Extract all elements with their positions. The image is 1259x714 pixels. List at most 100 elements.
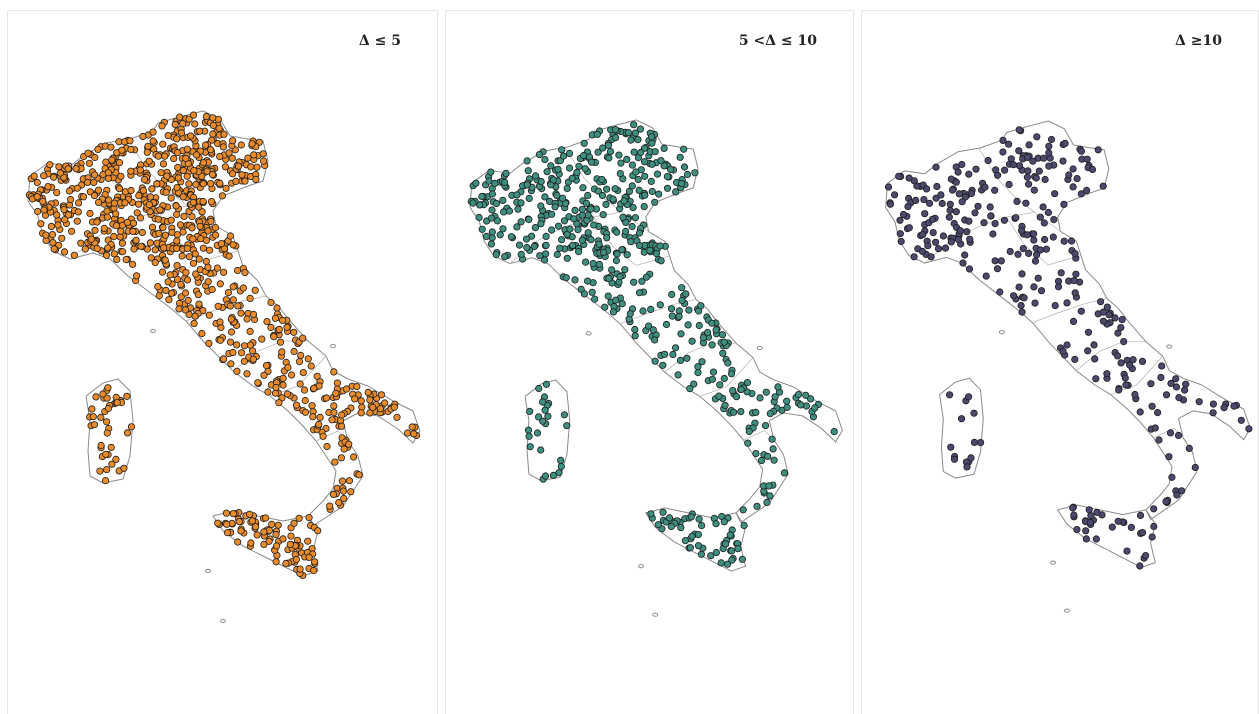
- station-dot: [177, 129, 186, 137]
- station-dot: [133, 209, 141, 217]
- station-dot: [1001, 166, 1009, 174]
- station-dot: [301, 396, 309, 405]
- station-dot: [149, 137, 157, 145]
- station-dot: [557, 456, 565, 464]
- station-dot: [1092, 375, 1100, 383]
- station-dot: [727, 547, 736, 555]
- station-dot: [933, 182, 941, 191]
- station-dot: [543, 168, 551, 176]
- station-dot: [623, 155, 631, 163]
- station-dot: [627, 136, 635, 144]
- station-dot: [647, 305, 655, 313]
- station-dot: [715, 392, 723, 400]
- station-dot: [1138, 528, 1147, 537]
- station-dot: [202, 257, 210, 265]
- station-dot: [314, 527, 322, 535]
- station-dot: [588, 158, 596, 166]
- station-dot: [225, 252, 233, 260]
- station-dot: [609, 308, 618, 316]
- station-dot: [910, 253, 918, 261]
- station-dot: [253, 163, 261, 171]
- station-dot: [1063, 299, 1071, 307]
- station-dot: [117, 227, 125, 235]
- station-dot: [177, 280, 185, 288]
- station-dot: [366, 409, 374, 417]
- station-dot: [537, 202, 545, 210]
- station-dot: [248, 140, 256, 148]
- station-dot: [695, 321, 703, 330]
- station-dot: [127, 167, 135, 175]
- station-dot: [123, 429, 132, 437]
- station-dot: [558, 236, 566, 244]
- station-dot: [196, 127, 204, 135]
- station-dot: [578, 205, 586, 213]
- station-dot: [642, 273, 650, 281]
- station-dot: [575, 162, 583, 170]
- station-dot: [1151, 424, 1159, 432]
- station-dot: [104, 404, 113, 413]
- station-dot: [195, 203, 203, 211]
- station-dot: [110, 250, 118, 258]
- station-dot: [191, 120, 199, 128]
- station-dot: [589, 260, 597, 268]
- station-dot: [172, 202, 180, 210]
- station-dot: [581, 165, 589, 173]
- island-outline: [1063, 608, 1070, 613]
- station-dot: [216, 179, 224, 187]
- station-dot: [629, 204, 637, 212]
- station-dot: [91, 171, 99, 179]
- station-dot: [30, 172, 38, 180]
- station-dot: [896, 216, 904, 224]
- station-dot: [180, 212, 188, 220]
- station-dot: [612, 134, 620, 142]
- station-dot: [712, 548, 720, 557]
- station-dot: [170, 155, 178, 163]
- station-dot: [1000, 216, 1008, 224]
- station-dot: [278, 316, 287, 324]
- station-dot: [724, 359, 732, 367]
- station-dot: [243, 370, 251, 378]
- station-dot: [90, 178, 98, 186]
- station-dot: [204, 278, 212, 286]
- station-dot: [952, 208, 960, 216]
- station-dot: [155, 229, 163, 237]
- station-dot: [587, 205, 595, 213]
- station-dot: [1122, 381, 1130, 389]
- station-dot: [271, 314, 279, 322]
- station-dot: [192, 181, 200, 189]
- station-dot: [952, 178, 960, 186]
- station-dot: [912, 196, 920, 204]
- station-dot: [211, 224, 219, 232]
- station-dot: [523, 181, 531, 189]
- station-dot: [133, 272, 141, 280]
- station-dot: [580, 139, 588, 147]
- station-dot: [919, 231, 927, 239]
- station-dot: [307, 362, 315, 370]
- station-dot: [745, 427, 753, 436]
- station-dot: [961, 251, 969, 259]
- station-dot: [189, 111, 198, 119]
- station-dot: [996, 288, 1004, 296]
- station-dot: [167, 289, 176, 297]
- station-dot: [686, 384, 694, 393]
- station-dot: [531, 224, 540, 232]
- station-dot: [965, 170, 973, 178]
- station-dot: [918, 247, 927, 256]
- station-dot: [970, 438, 979, 446]
- station-dot: [638, 277, 646, 285]
- station-dot: [991, 186, 999, 194]
- station-dot: [1091, 355, 1099, 363]
- station-dot: [355, 471, 363, 479]
- station-dot: [1013, 197, 1021, 205]
- station-dot: [524, 167, 532, 175]
- station-dot: [1050, 216, 1058, 224]
- station-dot: [683, 354, 691, 362]
- station-dot: [612, 296, 620, 304]
- station-dot: [628, 161, 636, 169]
- station-dot: [556, 244, 564, 252]
- station-dot: [647, 177, 655, 185]
- station-dot: [963, 463, 971, 471]
- station-dots: [884, 126, 1253, 570]
- station-dot: [634, 175, 642, 184]
- station-dot: [928, 215, 937, 223]
